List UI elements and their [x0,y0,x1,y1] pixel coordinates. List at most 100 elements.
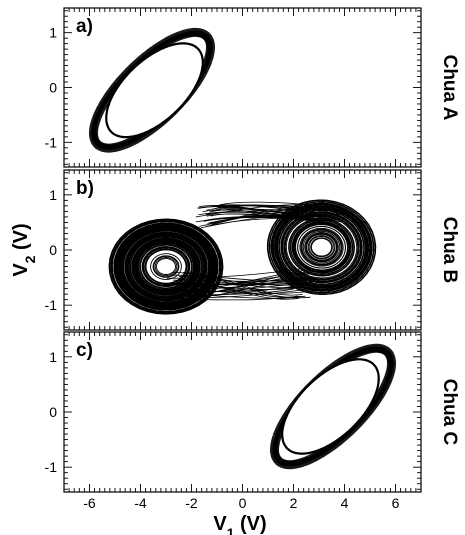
right-scroll-orbit [308,235,335,259]
left-scroll-orbit [139,244,193,290]
right-scroll-orbit [297,226,346,269]
right-scroll-orbit [306,233,337,261]
panel-label: b) [76,178,94,199]
y-tick-label: 1 [49,187,57,203]
left-scroll-orbit [128,235,204,298]
y-tick-label: -1 [45,297,58,313]
left-scroll-orbit [119,227,213,306]
right-scroll-orbit [291,221,352,274]
x-axis-label-unit: (V) [234,513,266,535]
connecting-orbit [173,210,326,285]
left-scroll-orbit [111,220,221,313]
y-tick-label: 0 [49,242,57,258]
x-tick-label: -4 [134,495,147,511]
right-scroll-orbit [310,237,333,258]
right-scroll-orbit [285,216,358,279]
right-scroll-orbit [302,230,341,264]
y-tick-label: 1 [49,349,57,365]
right-scroll-orbit [295,224,348,271]
panel-1: -1 0 1 a) Chua A [45,7,460,168]
right-scroll-orbit [288,218,355,276]
side-label: Chua C [439,379,460,446]
left-scroll-orbit [126,233,206,300]
x-axis-label-sub: 1 [227,525,235,535]
panels-group: -1 0 1 a) Chua A -1 0 1 b) Chua B -1 0 1 c) Chua C -6 -4… [45,7,460,511]
y-tick-label: 0 [49,404,57,420]
right-scroll-orbit [281,212,362,283]
connecting-orbit [171,201,323,299]
left-scroll-orbit [156,258,176,275]
y-axis-label-main: V [10,263,32,277]
left-scroll-orbit [117,226,215,307]
panel-2: -1 0 1 b) Chua B [45,169,460,331]
connecting-orbit [182,213,320,296]
right-scroll-orbit [304,232,339,263]
right-scroll-orbit [300,228,343,266]
x-tick-label: -6 [83,495,96,511]
left-scroll-orbit [114,223,218,310]
left-scroll-orbit [122,230,210,304]
side-label: Chua B [439,217,460,284]
y-tick-label: -1 [45,459,58,475]
panel-label: c) [76,340,93,361]
x-axis-label-main: V [213,513,227,535]
connecting-orbit [168,214,330,299]
left-scroll-orbit [140,244,192,289]
left-scroll-orbit [123,230,209,303]
right-scroll-orbit [270,202,373,292]
left-scroll-orbit [137,242,195,291]
right-scroll-orbit [292,221,351,273]
left-scroll-orbit [142,246,190,287]
x-tick-label: 2 [290,495,298,511]
right-scroll-orbit [277,208,367,287]
left-scroll-orbit [142,246,190,287]
left-scroll-orbit [154,257,178,277]
right-scroll-orbit [269,201,374,293]
right-scroll-orbit [294,223,349,272]
left-scroll-orbit [129,236,203,297]
left-scroll-orbit [131,237,201,296]
panel-label: a) [76,16,93,37]
left-scroll-orbit [120,228,212,305]
panel-3: -1 0 1 c) Chua C -6 -4 -2 0 2 4 6 [45,331,460,511]
left-scroll-orbit [116,225,216,309]
x-tick-label: 0 [239,495,247,511]
right-scroll-orbit [293,222,350,272]
left-scroll-orbit [127,234,205,299]
right-scroll-orbit [305,232,338,262]
x-tick-label: 6 [392,495,400,511]
attractor-trajectories [89,27,215,153]
right-scroll-orbit [290,220,353,275]
right-scroll-orbit [271,203,372,292]
right-scroll-orbit [283,213,360,281]
right-scroll-orbit [281,212,362,282]
left-scroll-orbit [145,249,187,284]
y-tick-label: -1 [45,134,58,150]
x-tick-label: -2 [185,495,198,511]
y-axis-label: V2 (V) [10,223,38,276]
y-tick-label: 1 [49,25,57,41]
left-scroll-orbit [153,255,179,278]
connecting-orbit [178,204,336,286]
side-label: Chua A [439,55,460,121]
right-scroll-orbit [280,211,363,283]
left-scroll-orbit [133,239,199,294]
y-axis-label-unit: (V) [10,223,32,255]
attractor-trajectories [270,343,396,470]
right-scroll-orbit [307,235,336,260]
x-tick-label: 4 [341,495,349,511]
left-scroll-orbit [110,220,222,313]
left-scroll-orbit [144,248,188,285]
left-scroll-orbit [138,243,194,290]
y-axis-label-sub: 2 [22,255,38,263]
left-scroll-orbit [150,253,182,280]
right-scroll-orbit [311,237,333,257]
attractor-trajectories [108,199,377,315]
right-scroll-orbit [299,227,344,267]
trajectory-inner-loop [105,42,204,139]
right-scroll-orbit [301,229,342,265]
y-tick-label: 0 [49,80,57,96]
right-scroll-orbit [278,209,365,286]
x-axis-label: V1 (V) [213,513,266,535]
